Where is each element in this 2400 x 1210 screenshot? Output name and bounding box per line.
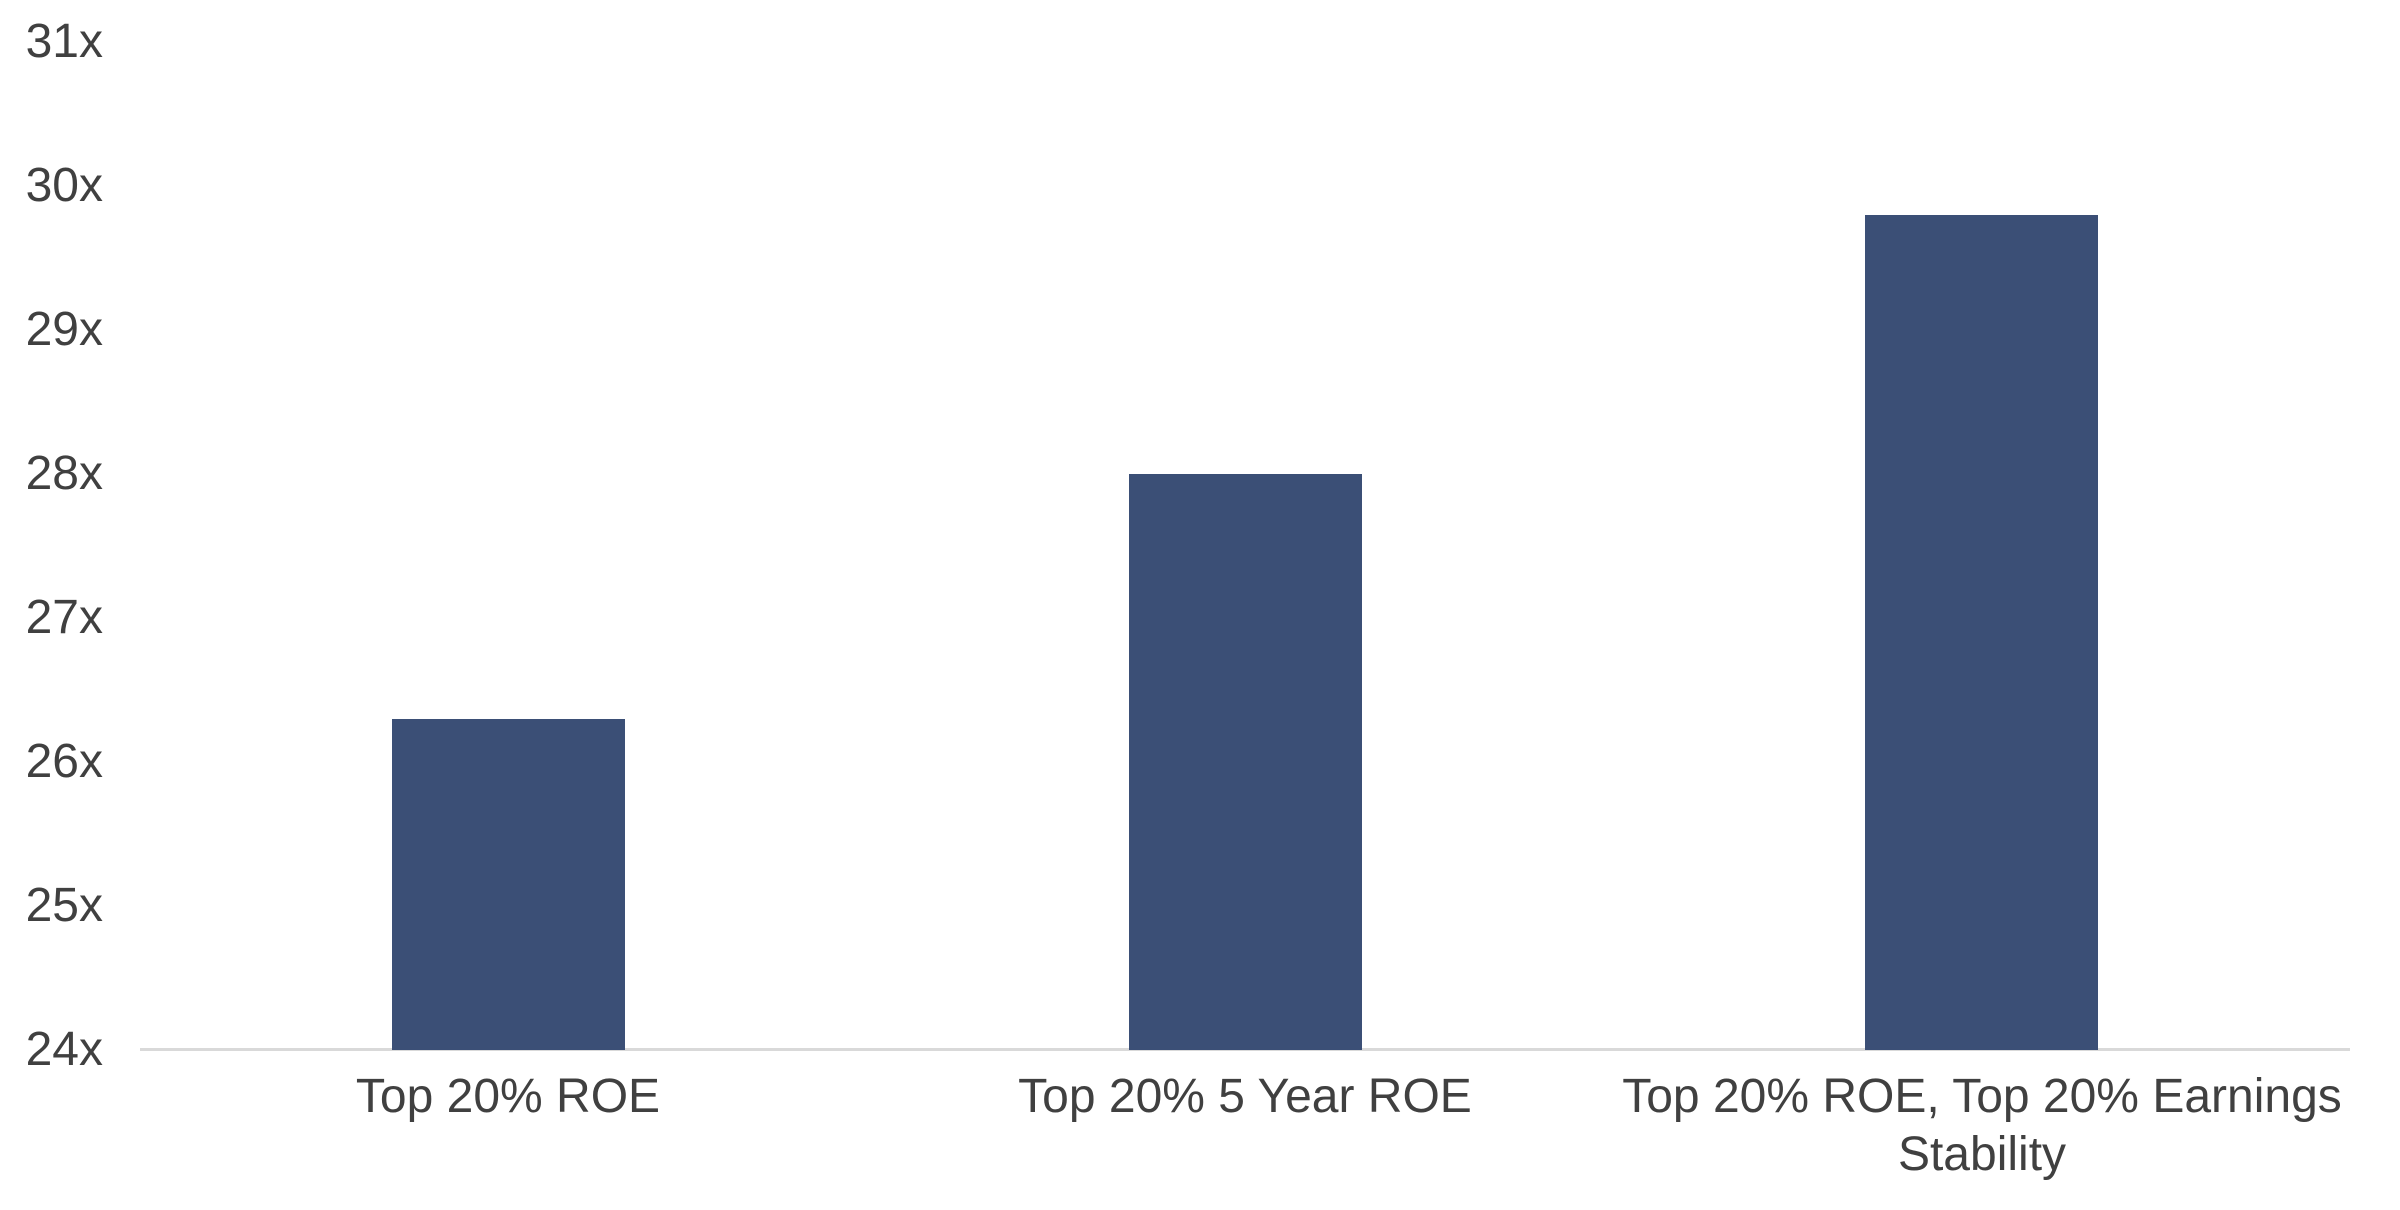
y-tick-label: 30x [25, 159, 103, 212]
y-tick-label: 29x [25, 303, 103, 356]
y-tick-label: 24x [25, 1023, 103, 1076]
x-category-label: Top 20% 5 Year ROE [1018, 1070, 1472, 1123]
y-tick-label: 31x [25, 15, 103, 68]
x-category-label: Top 20% ROE, Top 20% Earnings Stability [1622, 1070, 2342, 1181]
y-tick-label: 26x [25, 735, 103, 788]
bar-1 [392, 719, 625, 1050]
bar-3 [1865, 215, 2098, 1050]
bar-2 [1129, 474, 1362, 1050]
y-tick-label: 27x [25, 591, 103, 644]
x-category-label: Top 20% ROE [355, 1070, 661, 1123]
y-tick-label: 28x [25, 447, 103, 500]
y-tick-label: 25x [25, 879, 103, 932]
